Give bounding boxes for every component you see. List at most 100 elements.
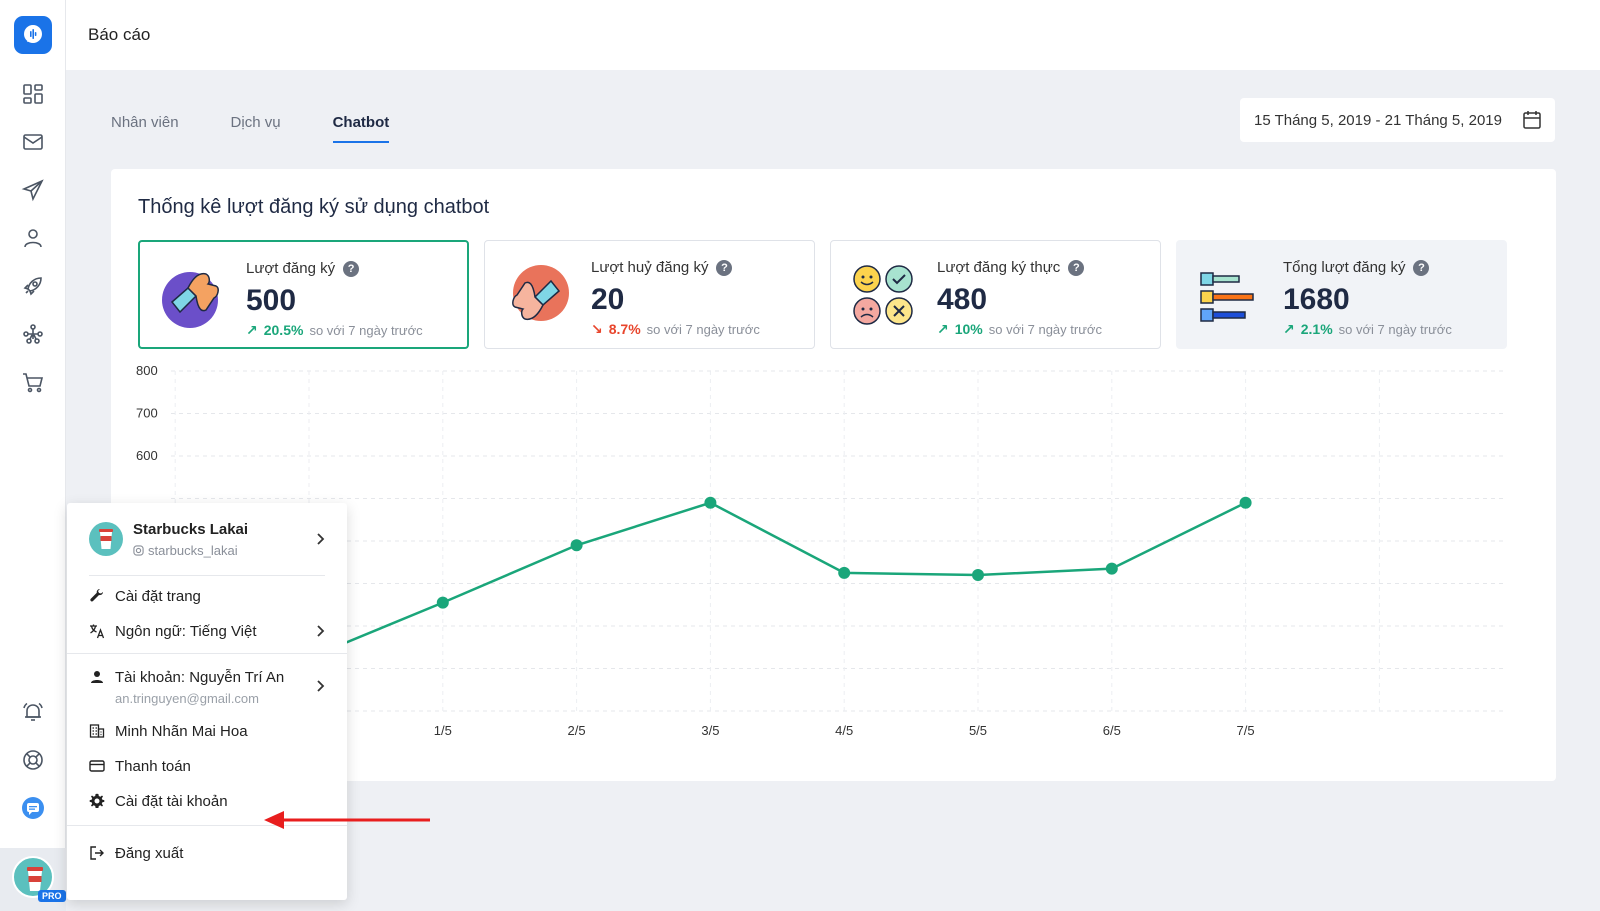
organization-label: Minh Nhãn Mai Hoa: [115, 722, 248, 740]
mail-icon[interactable]: [19, 128, 47, 156]
stat-value: 20: [591, 283, 625, 316]
rocket-icon[interactable]: [19, 272, 47, 300]
account-settings-item[interactable]: Cài đặt tài khoản: [67, 784, 347, 818]
y-tick-label: 800: [136, 363, 158, 378]
data-point: [570, 539, 583, 552]
profile-avatar: [89, 522, 123, 556]
user-list-bars-icon: [1200, 272, 1254, 322]
delta-value: 2.1%: [1300, 321, 1333, 337]
stat-delta: ↗ 20.5% so với 7 ngày trước: [246, 322, 423, 339]
delta-compare: so với 7 ngày trước: [988, 322, 1102, 337]
stats-card: Thống kê lượt đăng ký sử dụng chatbot Lư…: [111, 169, 1556, 781]
profile-handle: starbucks_lakai: [148, 543, 238, 558]
avatar: [12, 856, 54, 898]
thumbs-up-icon: [162, 272, 219, 328]
data-point: [1239, 496, 1252, 509]
profile-switcher[interactable]: Starbucks Lakai starbucks_lakai: [67, 503, 347, 575]
x-tick-label: 1/5: [434, 723, 452, 738]
page-settings-label: Cài đặt trang: [115, 587, 201, 605]
trend-down-icon: ↘: [591, 321, 603, 337]
stat-delta: ↘ 8.7% so với 7 ngày trước: [591, 321, 760, 338]
data-point: [972, 569, 984, 581]
stat-label: Lượt huỷ đăng ký?: [591, 259, 733, 276]
stat-unsubscribes[interactable]: Lượt huỷ đăng ký? 20 ↘ 8.7% so với 7 ngà…: [484, 240, 815, 349]
x-tick-label: 7/5: [1237, 723, 1255, 738]
payment-item[interactable]: Thanh toán: [67, 749, 347, 783]
account-settings-label: Cài đặt tài khoản: [115, 792, 228, 810]
help-icon[interactable]: ?: [343, 260, 360, 277]
delta-value: 10%: [954, 321, 983, 337]
tab-services[interactable]: Dịch vụ: [230, 114, 281, 131]
logout-label: Đăng xuất: [115, 844, 184, 862]
stat-delta: ↗ 2.1% so với 7 ngày trước: [1283, 321, 1452, 338]
stat-label: Lượt đăng ký thực?: [937, 259, 1085, 276]
y-tick-label: 700: [136, 406, 158, 421]
data-point: [838, 566, 851, 579]
stat-label-text: Lượt huỷ đăng ký: [591, 259, 709, 276]
delta-value: 8.7%: [608, 321, 641, 337]
logout-icon: [89, 845, 105, 861]
gear-icon: [89, 793, 105, 809]
account-item[interactable]: Tài khoản: Nguyễn Trí An an.tringuyen@gm…: [67, 661, 347, 713]
chat-logo-icon: [24, 25, 42, 43]
bell-icon[interactable]: [19, 698, 47, 726]
annotation-arrow: [264, 811, 430, 829]
stat-signups[interactable]: Lượt đăng ký? 500 ↗ 20.5% so với 7 ngày …: [138, 240, 469, 349]
dashboard-icon[interactable]: [19, 80, 47, 108]
credit-card-icon: [89, 758, 105, 774]
page-title: Báo cáo: [88, 25, 151, 44]
x-tick-label: 2/5: [568, 723, 586, 738]
data-point: [436, 596, 449, 609]
instagram-icon: [133, 545, 144, 556]
stat-net-signups[interactable]: Lượt đăng ký thực? 480 ↗ 10% so với 7 ng…: [830, 240, 1161, 349]
delta-compare: so với 7 ngày trước: [646, 322, 760, 337]
divider: [89, 575, 325, 576]
x-tick-label: 4/5: [835, 723, 853, 738]
date-range-picker[interactable]: 15 Tháng 5, 2019 - 21 Tháng 5, 2019: [1240, 98, 1555, 142]
help-icon[interactable]: ?: [1068, 259, 1085, 276]
help-icon[interactable]: ?: [1413, 259, 1430, 276]
tab-chatbot[interactable]: Chatbot: [332, 108, 390, 143]
network-icon[interactable]: [19, 320, 47, 348]
stat-value: 1680: [1283, 283, 1350, 316]
page-settings-item[interactable]: Cài đặt trang: [67, 579, 347, 613]
account-avatar-button[interactable]: PRO: [0, 848, 66, 911]
divider: [67, 825, 347, 826]
stat-label: Tổng lượt đăng ký?: [1283, 259, 1430, 276]
date-range-text: 15 Tháng 5, 2019 - 21 Tháng 5, 2019: [1254, 111, 1502, 129]
payment-label: Thanh toán: [115, 757, 191, 775]
send-icon[interactable]: [19, 176, 47, 204]
profile-handle-row: starbucks_lakai: [133, 543, 238, 558]
translate-icon: [89, 623, 105, 639]
chat-support-icon[interactable]: [19, 794, 47, 822]
app-logo[interactable]: [14, 16, 52, 54]
tab-employees[interactable]: Nhân viên: [111, 114, 179, 131]
language-label: Ngôn ngữ: Tiếng Việt: [115, 622, 257, 640]
building-icon: [89, 723, 105, 739]
organization-item[interactable]: Minh Nhãn Mai Hoa: [67, 714, 347, 748]
person-icon: [89, 669, 105, 685]
help-icon[interactable]: ?: [716, 259, 733, 276]
stat-total-signups[interactable]: Tổng lượt đăng ký? 1680 ↗ 2.1% so với 7 …: [1176, 240, 1507, 349]
language-item[interactable]: Ngôn ngữ: Tiếng Việt: [67, 614, 347, 648]
sidebar: PRO: [0, 0, 66, 911]
x-tick-label: 5/5: [969, 723, 987, 738]
help-lifebuoy-icon[interactable]: [19, 746, 47, 774]
trend-up-icon: ↗: [246, 322, 258, 338]
user-icon[interactable]: [19, 224, 47, 252]
chevron-right-icon: [317, 680, 325, 692]
cart-icon[interactable]: [19, 368, 47, 396]
coffee-cup-icon: [99, 529, 113, 549]
account-menu: Starbucks Lakai starbucks_lakai Cài đặt …: [67, 503, 347, 900]
delta-value: 20.5%: [263, 322, 304, 338]
data-point: [1105, 562, 1118, 575]
emoji-feedback-icon: [853, 265, 913, 325]
stat-value: 480: [937, 283, 988, 316]
wrench-icon: [89, 588, 105, 604]
stat-value: 500: [246, 284, 297, 317]
logout-item[interactable]: Đăng xuất: [67, 836, 347, 870]
delta-compare: so với 7 ngày trước: [309, 323, 423, 338]
stat-label: Lượt đăng ký?: [246, 260, 360, 277]
delta-compare: so với 7 ngày trước: [1338, 322, 1452, 337]
trend-up-icon: ↗: [937, 321, 949, 337]
